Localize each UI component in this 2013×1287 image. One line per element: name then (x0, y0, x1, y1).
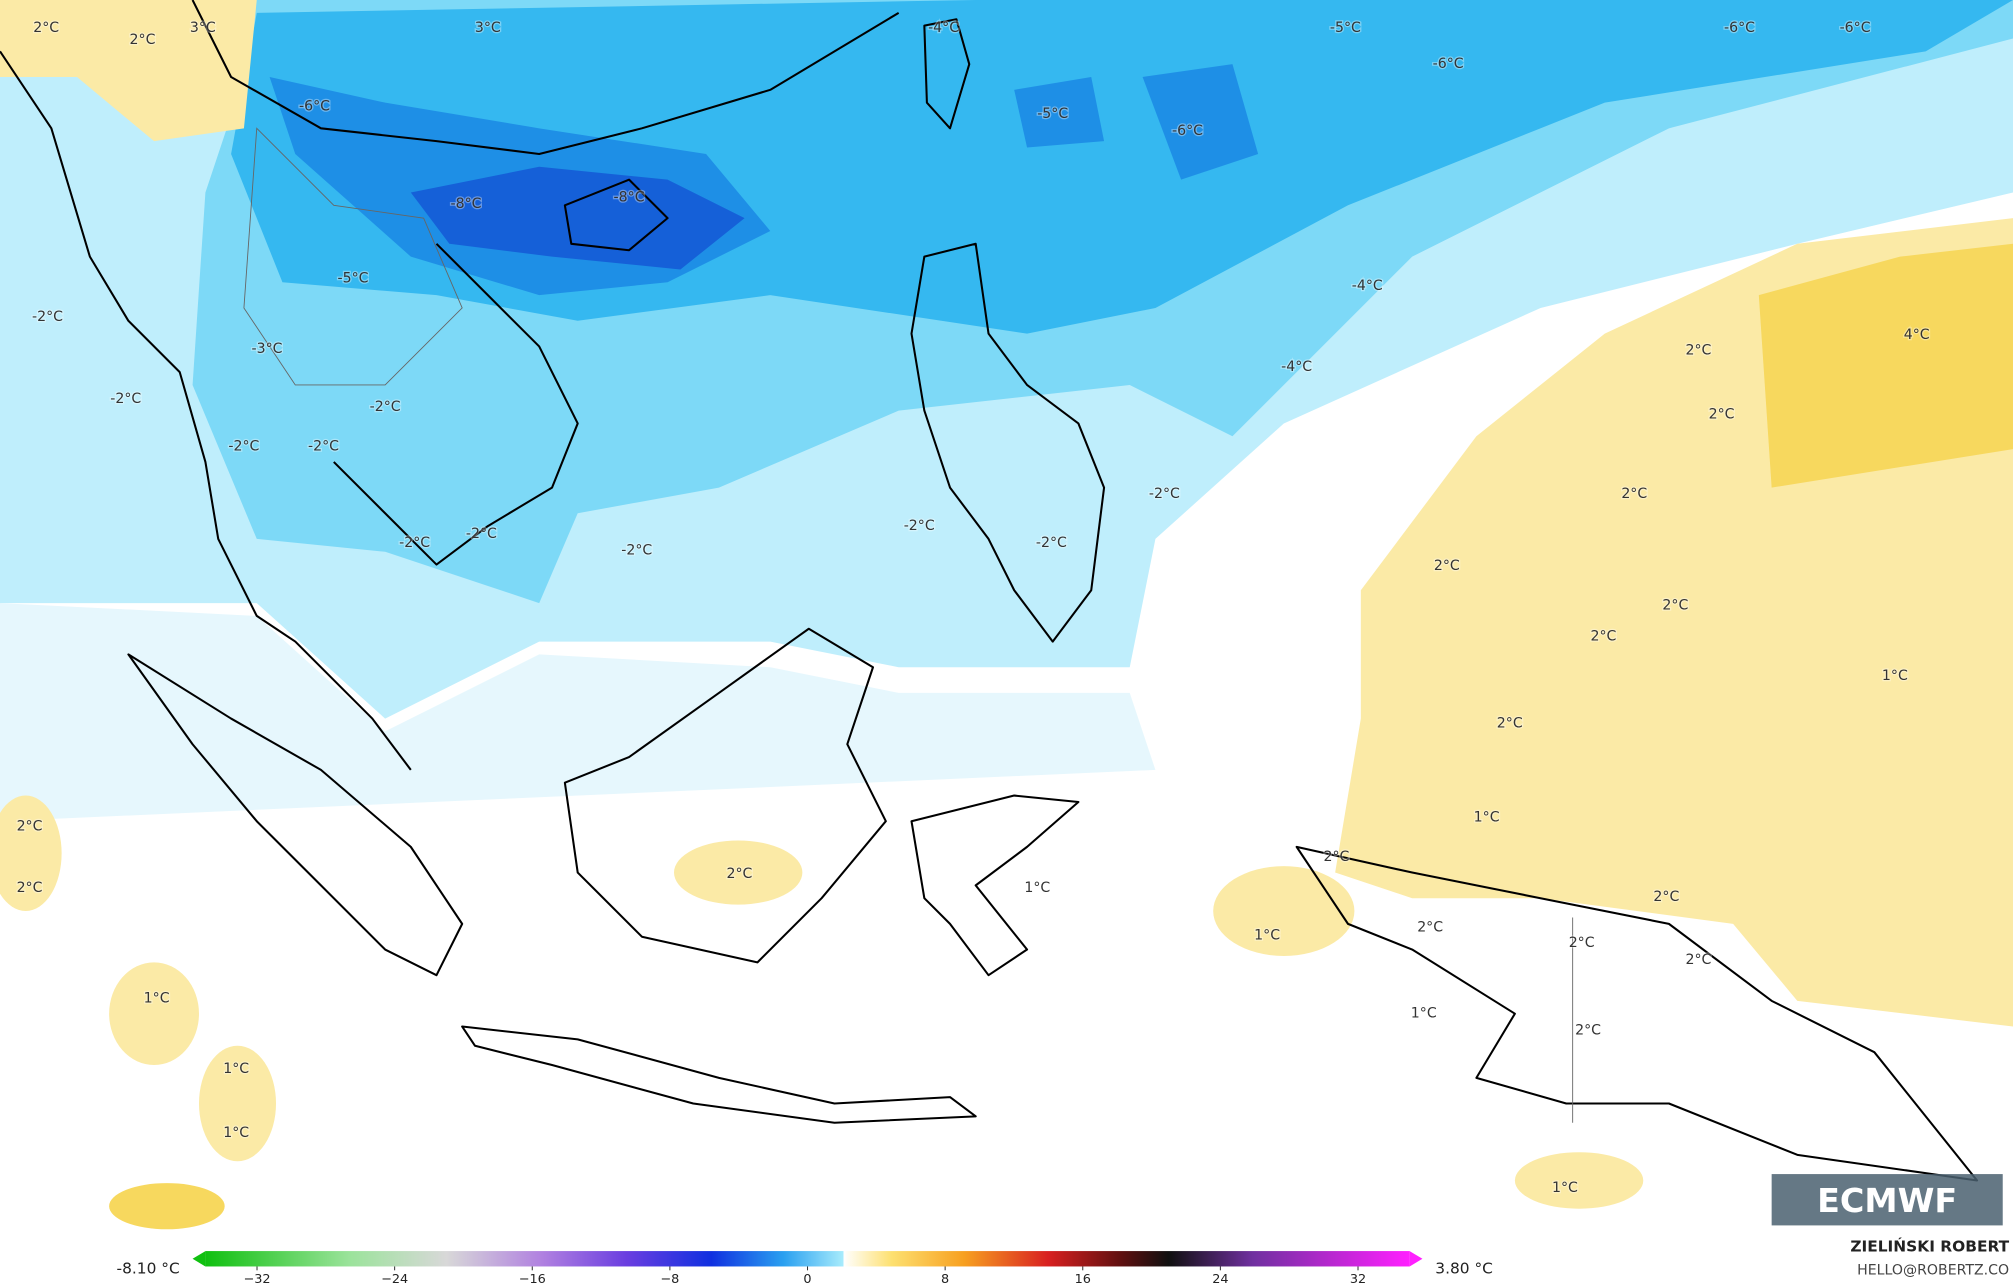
temperature-label: 1°C (223, 1061, 249, 1077)
credit-contact: HELLO@ROBERTZ.CO (1857, 1262, 2009, 1278)
colorbar-tick-label: 8 (941, 1272, 949, 1287)
temperature-label: -2°C (228, 439, 259, 455)
temperature-label: 2°C (1569, 935, 1595, 951)
colorbar-tick-label: −8 (660, 1272, 679, 1287)
temperature-label: 2°C (1621, 486, 1647, 502)
temperature-label: 2°C (1497, 716, 1523, 732)
colorbar-tick-label: −16 (519, 1272, 546, 1287)
colorbar-max: 3.80 °C (1435, 1260, 1493, 1278)
logo: ECMWF (1771, 1174, 2003, 1226)
map-fields (0, 0, 2013, 1230)
temperature-label: 1°C (1024, 880, 1050, 896)
temperature-label: 2°C (17, 880, 43, 896)
map-labels: 2°C 3°C 2°C 3°C -4°C -5°C -6°C -6°C -6°C -6°C -5°C… (15, 19, 1931, 1198)
temperature-label: -2°C (466, 526, 497, 542)
colorbar-min: -8.10 °C (117, 1260, 180, 1278)
colorbar-ramp (205, 1251, 1410, 1267)
colorbar-end (1409, 1251, 1423, 1267)
colorbar-tick-label: −24 (381, 1272, 408, 1287)
temperature-label: 2°C (1591, 628, 1617, 644)
temperature-label: 1°C (1552, 1180, 1578, 1196)
temperature-label: 2°C (33, 20, 59, 36)
temperature-label: -2°C (110, 391, 141, 407)
temperature-label: -2°C (1036, 535, 1067, 551)
temperature-label: -6°C (1840, 20, 1871, 36)
temperature-label: 1°C (1411, 1006, 1437, 1022)
temperature-label: -2°C (308, 439, 339, 455)
temperature-label: -2°C (904, 518, 935, 534)
temperature-label: -6°C (299, 99, 330, 115)
colorbar: -8.10 °C 3.80 °C −32 −24 −16 −8 0 8 16 24 32 (117, 1251, 1493, 1287)
temperature-label: 2°C (727, 866, 753, 882)
colorbar-tick-label: 32 (1350, 1272, 1366, 1287)
temperature-label: -4°C (1281, 359, 1312, 375)
temperature-label: 1°C (223, 1125, 249, 1141)
temperature-label: -3°C (252, 341, 283, 357)
temperature-label: 2°C (1709, 406, 1735, 422)
temperature-label: -2°C (1149, 486, 1180, 502)
temperature-label: -4°C (1352, 278, 1383, 294)
borders (243, 127, 1574, 1123)
temperature-label: 2°C (1434, 558, 1460, 574)
temperature-label: 2°C (1686, 952, 1712, 968)
temperature-label: 3°C (190, 20, 216, 36)
temperature-label: -2°C (399, 535, 430, 551)
coastlines (0, 0, 1979, 1182)
colorbar-tick-label: −32 (243, 1272, 270, 1287)
temperature-label: 1°C (1474, 809, 1500, 825)
colorbar-tick-label: 24 (1212, 1272, 1228, 1287)
temperature-label: 4°C (1904, 327, 1930, 343)
temperature-label: 2°C (1653, 889, 1679, 905)
temperature-label: -2°C (621, 542, 652, 558)
temperature-label: 3°C (475, 20, 501, 36)
temperature-label: 2°C (1662, 598, 1688, 614)
temperature-label: -5°C (338, 270, 369, 286)
temperature-label: 2°C (1323, 849, 1349, 865)
colorbar-tick-label: 0 (803, 1272, 811, 1287)
temperature-label: -8°C (451, 196, 482, 212)
temperature-label: -5°C (1037, 106, 1068, 122)
temperature-label: 2°C (1575, 1022, 1601, 1038)
temperature-label: -5°C (1330, 20, 1361, 36)
temperature-label: 2°C (130, 32, 156, 48)
logo-text: ECMWF (1817, 1181, 1957, 1220)
temperature-label: -6°C (1433, 56, 1464, 72)
temperature-label: -2°C (370, 399, 401, 415)
colorbar-tick-label: 16 (1075, 1272, 1091, 1287)
credit-author: ZIELIŃSKI ROBERT (1850, 1237, 2009, 1256)
temperature-label: 2°C (1686, 342, 1712, 358)
temperature-label: -4°C (928, 20, 959, 36)
temperature-label: 1°C (1254, 927, 1280, 943)
temperature-label: 2°C (17, 818, 43, 834)
temperature-label: 1°C (1882, 668, 1908, 684)
temperature-label: -6°C (1172, 123, 1203, 139)
temperature-label: -6°C (1724, 20, 1755, 36)
colorbar-end (192, 1251, 206, 1267)
temperature-label: 2°C (1417, 920, 1443, 936)
temperature-label: 1°C (144, 990, 170, 1006)
temperature-label: -8°C (614, 190, 645, 206)
temperature-label: -2°C (32, 309, 63, 325)
